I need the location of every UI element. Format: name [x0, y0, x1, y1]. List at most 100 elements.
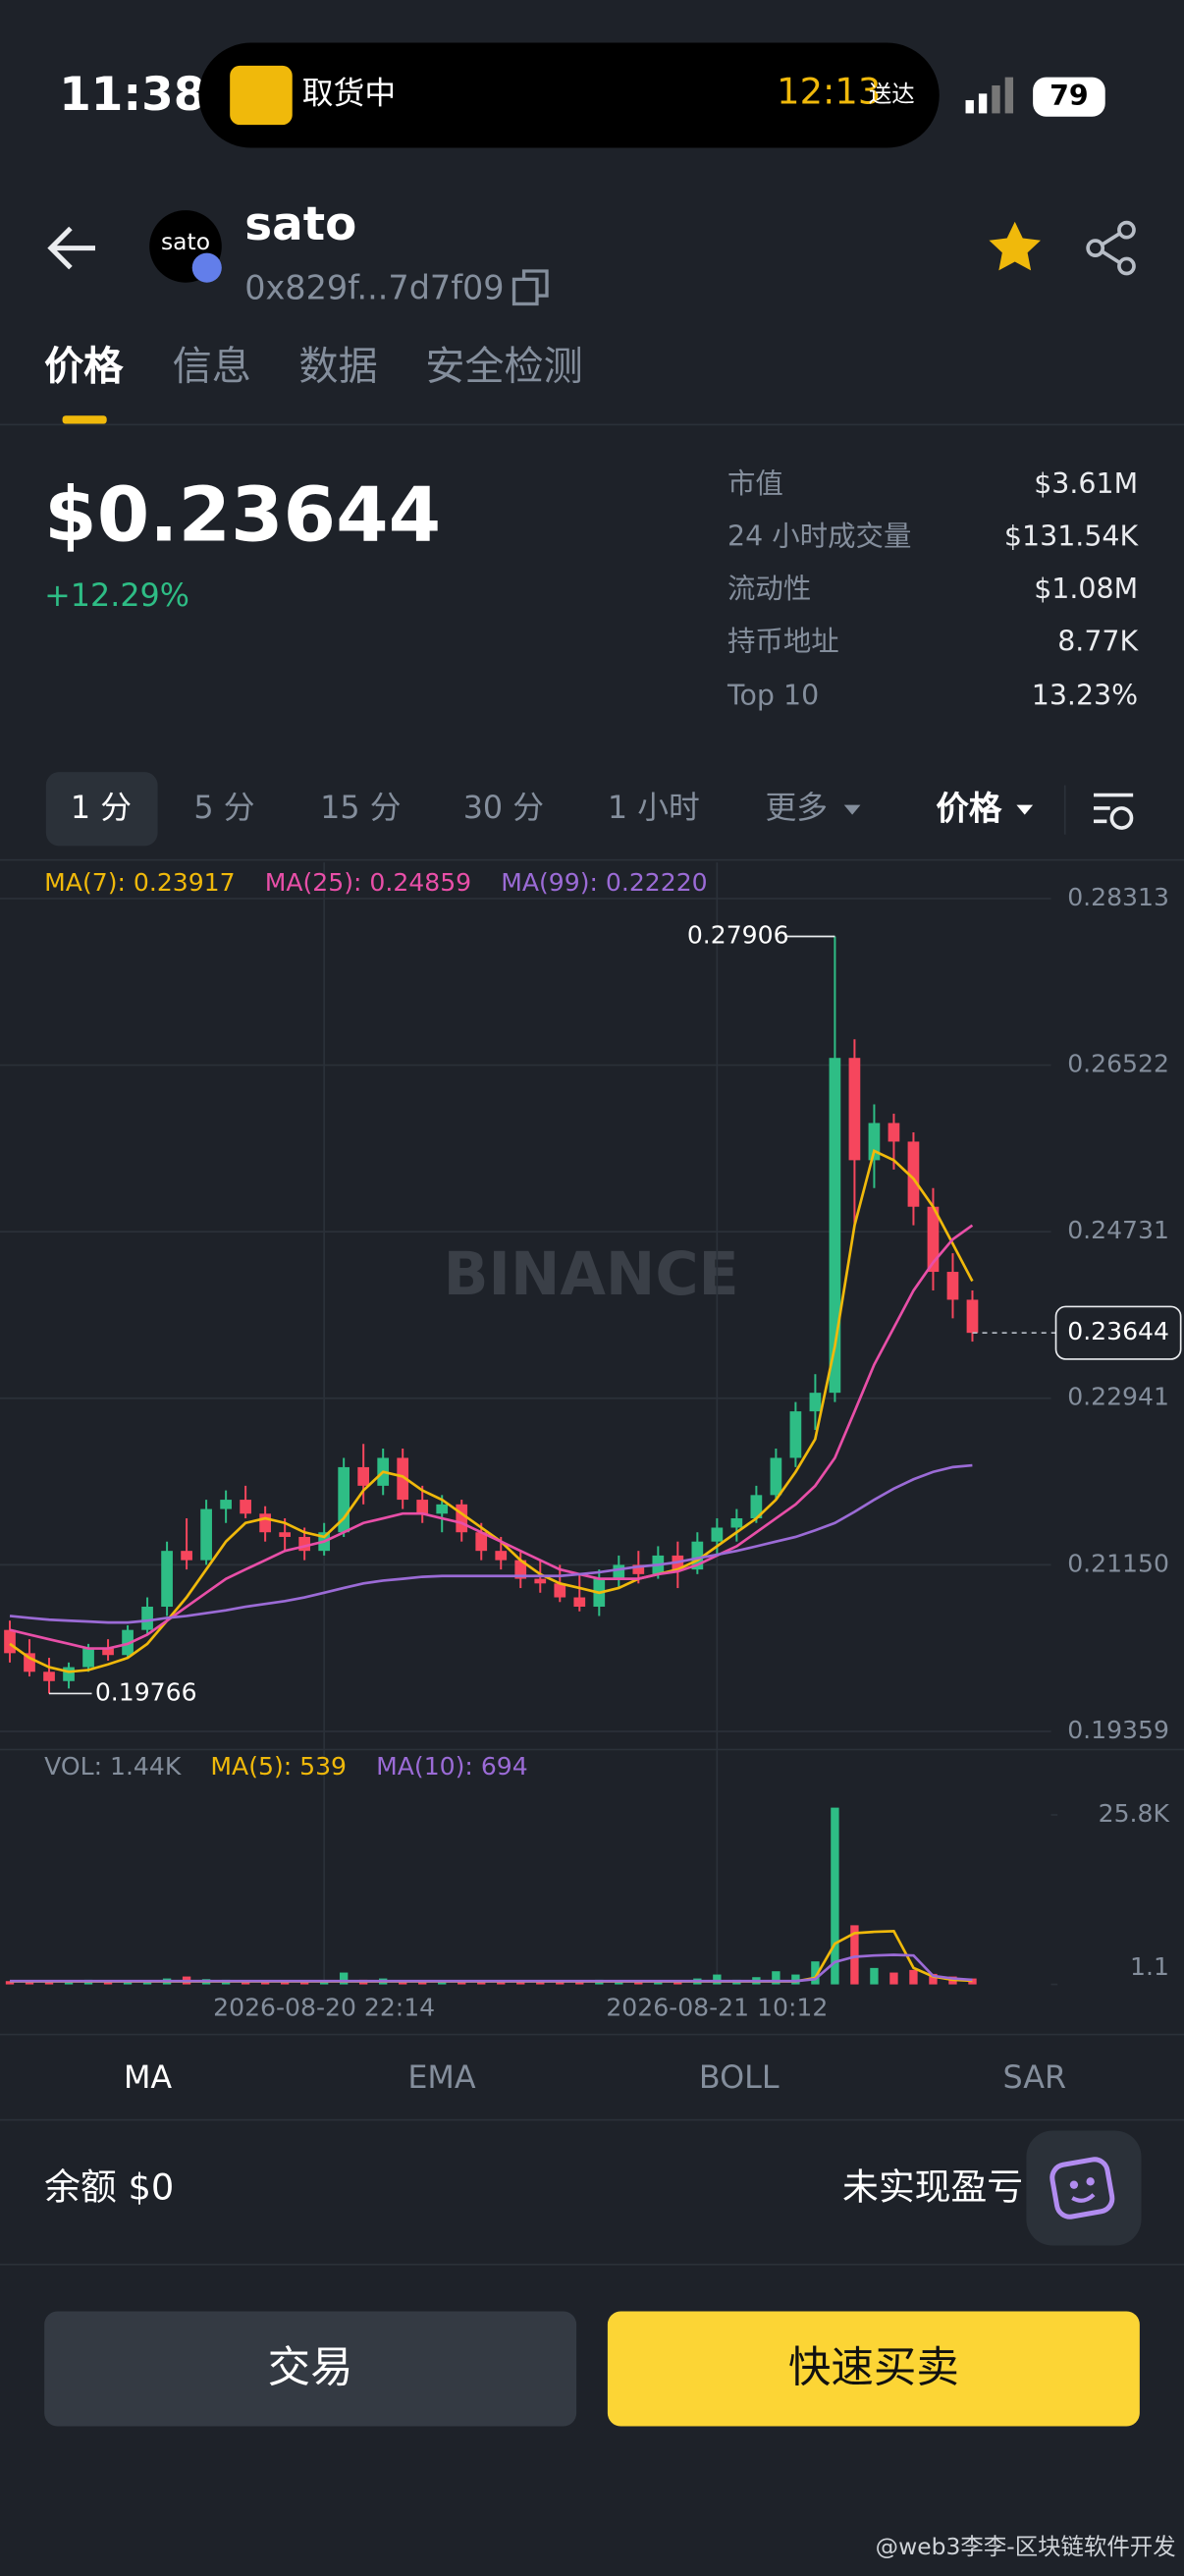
candle-body — [456, 1504, 468, 1533]
volume-bar — [889, 1972, 898, 1985]
legend-entry: MA(10): 694 — [376, 1752, 528, 1781]
volume-bar — [595, 1979, 604, 1985]
candle-body — [888, 1123, 900, 1142]
candle-body — [848, 1058, 861, 1161]
candle-body — [907, 1141, 920, 1207]
dropdown-icon — [1016, 804, 1034, 815]
chart-mode[interactable]: 价格 — [936, 788, 1002, 829]
indicator-tab[interactable]: BOLL — [698, 2059, 780, 2097]
candle-body — [279, 1532, 291, 1537]
volume-bar — [358, 1979, 368, 1985]
divider — [0, 858, 1184, 861]
volume-bar — [379, 1978, 388, 1985]
y-tick-label: 0.19359 — [1067, 1716, 1169, 1744]
volume-bar — [654, 1981, 663, 1985]
volume-bar — [732, 1979, 741, 1985]
volume-bar — [83, 1979, 93, 1985]
interval[interactable]: 5 分 — [193, 790, 255, 827]
candle-body — [809, 1393, 822, 1412]
volume-bar — [634, 1981, 643, 1985]
y-tick-label: 0.22941 — [1067, 1383, 1169, 1411]
candle-body — [946, 1272, 959, 1300]
interval-more[interactable]: 更多 — [765, 790, 829, 827]
legend-entry: MA(7): 0.23917 — [44, 868, 235, 897]
stat-label: 持币地址 — [727, 626, 839, 659]
candle-body — [200, 1508, 212, 1561]
tab[interactable]: 安全检测 — [425, 343, 583, 390]
volume-bar — [556, 1981, 565, 1985]
y-tick-label: 0.26522 — [1067, 1050, 1169, 1078]
share-button[interactable] — [1084, 220, 1140, 276]
ai-button[interactable] — [1026, 2130, 1142, 2246]
candle-body — [357, 1466, 370, 1486]
candle-body — [927, 1206, 940, 1273]
legend-entry: MA(25): 0.24859 — [265, 868, 471, 897]
back-button[interactable] — [46, 223, 99, 272]
candle-body — [672, 1555, 684, 1570]
volume-bar — [615, 1981, 623, 1985]
ma-line — [9, 1224, 974, 1650]
volume-bar — [162, 1978, 172, 1985]
volume-bar — [929, 1973, 938, 1985]
tab[interactable]: 数据 — [298, 343, 378, 390]
volume-bar — [791, 1974, 800, 1985]
divider — [0, 2118, 1184, 2121]
volume-bar — [516, 1981, 525, 1985]
volume-bar — [123, 1981, 133, 1985]
volume-bar — [182, 1976, 191, 1985]
x-tick-label: 2026-08-21 10:12 — [606, 1994, 828, 2022]
stat-value: 13.23% — [1031, 680, 1139, 713]
y-tick-label: 0.21150 — [1067, 1549, 1169, 1577]
volume-bar — [299, 1981, 309, 1985]
favorite-button[interactable] — [987, 220, 1043, 273]
stat-value: $1.08M — [1034, 573, 1139, 607]
candle-body — [318, 1532, 331, 1552]
indicator-tab[interactable]: SAR — [1002, 2059, 1067, 2097]
interval[interactable]: 1 分 — [70, 790, 133, 827]
battery: 79 — [1033, 77, 1105, 117]
volume-bar — [457, 1981, 466, 1985]
token-name: sato — [244, 196, 357, 251]
candle-body — [691, 1541, 704, 1570]
trade-button[interactable]: 交易 — [44, 2311, 577, 2427]
indicator-tab[interactable]: MA — [123, 2059, 173, 2097]
volume-bar — [673, 1980, 682, 1985]
candle-body — [868, 1123, 881, 1161]
quick-trade-button[interactable]: 快速买卖 — [607, 2311, 1140, 2427]
delivery-icon — [230, 65, 293, 126]
volume-bar — [870, 1967, 879, 1985]
candle-body — [652, 1555, 665, 1574]
candle-body — [82, 1648, 94, 1668]
interval-selected-bg — [45, 772, 158, 847]
volume-bar — [536, 1980, 545, 1985]
interval[interactable]: 30 分 — [462, 790, 545, 827]
interval[interactable]: 1 小时 — [607, 790, 700, 827]
candle-body — [377, 1457, 390, 1486]
low-label: 0.19766 — [95, 1677, 197, 1706]
volume-bar — [831, 1807, 839, 1985]
last-price-box — [1054, 1305, 1182, 1360]
legend-entry: MA(99): 0.22220 — [501, 868, 707, 897]
divider — [0, 2033, 1184, 2036]
candle-body — [259, 1513, 271, 1533]
delivery-status: 取货中 — [301, 75, 397, 112]
tab[interactable]: 信息 — [172, 343, 251, 390]
indicator-tab[interactable]: EMA — [407, 2059, 476, 2097]
volume-bar — [477, 1980, 486, 1985]
volume-label: VOL: 1.44K — [44, 1752, 182, 1781]
candle-body — [338, 1466, 350, 1533]
chart-settings[interactable] — [1091, 789, 1137, 835]
candle-body — [298, 1536, 311, 1552]
clock: 11:38 — [59, 67, 206, 122]
interval[interactable]: 15 分 — [320, 790, 402, 827]
volume-bar — [850, 1925, 859, 1985]
copy-button[interactable] — [511, 268, 550, 307]
pnl-label: 未实现盈亏 — [842, 2167, 1024, 2210]
volume-bar — [25, 1981, 34, 1985]
volume-bar — [772, 1971, 780, 1985]
eta-label: 送达 — [868, 82, 915, 109]
volume-bar — [339, 1972, 349, 1985]
tab[interactable]: 价格 — [44, 343, 124, 390]
token-address: 0x829f...7d7f09 — [244, 267, 505, 307]
x-tick-label: 2026-08-20 22:14 — [213, 1994, 435, 2022]
